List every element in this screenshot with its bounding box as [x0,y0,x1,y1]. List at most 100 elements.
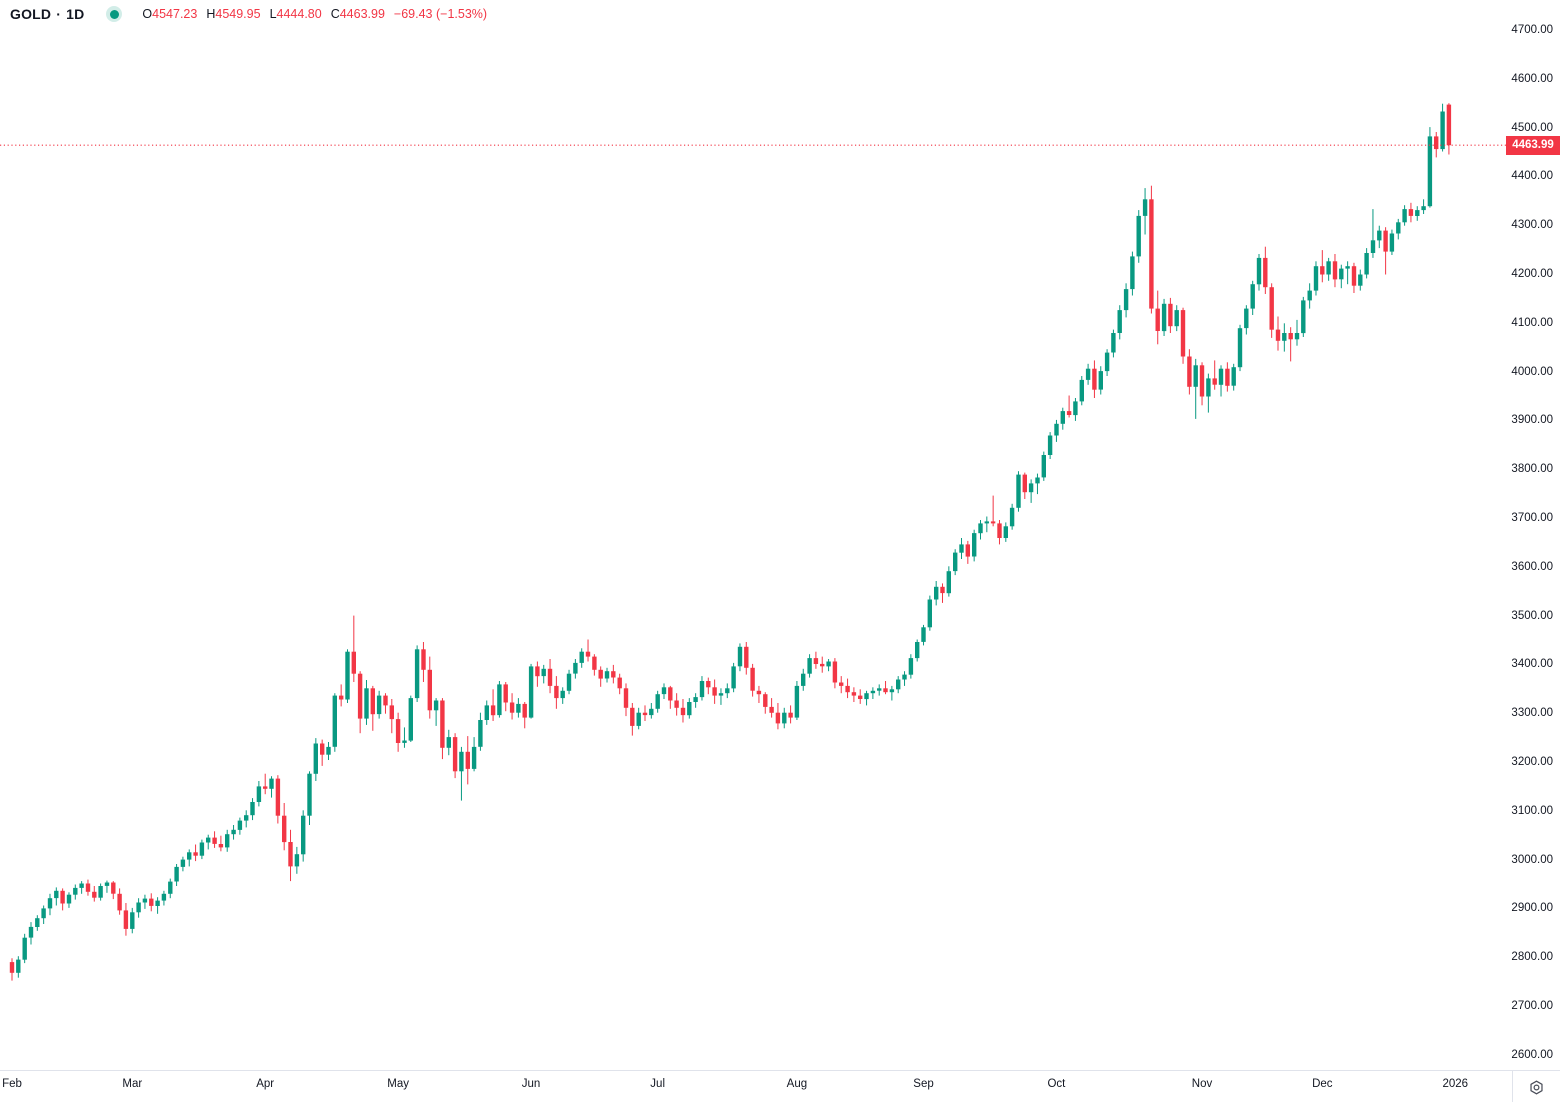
candle-body-55 [357,673,363,719]
candle-body-149 [953,552,958,572]
candle-body-141 [902,674,907,680]
candle-body-7 [54,890,59,899]
candle-body-30 [199,842,205,856]
price-axis-label-2700.00: 2700.00 [1511,1000,1553,1012]
candle-body-109 [699,681,705,698]
candle-body-186 [1187,356,1192,387]
candle-body-99 [636,712,641,726]
price-axis-label-4200.00: 4200.00 [1511,268,1553,280]
open-label: O [142,7,153,21]
candle-body-220 [1402,209,1407,223]
candle-body-60 [389,705,394,720]
low-label: L [269,7,277,21]
change-value: −69.43 (−1.53%) [393,7,488,21]
candle-body-56 [364,688,369,719]
last-price-tag: 4463.99 [1506,135,1560,155]
low-value: 4444.80 [276,7,322,21]
candle-body-33 [218,844,224,848]
candle-body-184 [1174,310,1179,327]
candle-body-31 [206,837,211,843]
candle-body-195 [1244,308,1249,329]
candle-body-173 [1104,352,1110,372]
candle-body-22 [149,898,154,906]
candle-body-18 [123,910,129,929]
candle-body-70 [452,737,458,772]
candle-body-118 [756,690,762,695]
candle-body-161 [1028,483,1034,493]
candle-body-54 [351,651,356,674]
candle-body-69 [446,737,451,748]
candle-body-89 [573,662,578,674]
candle-body-132 [845,685,850,693]
candle-body-198 [1263,257,1268,288]
candle-body-45 [294,854,300,867]
price-axis-label-3700.00: 3700.00 [1511,512,1553,524]
open-value: 4547.23 [152,7,198,21]
market-status-icon[interactable] [106,6,123,22]
candle-body-21 [142,898,148,903]
candle-body-169 [1079,379,1084,402]
price-axis-label-2800.00: 2800.00 [1511,951,1553,964]
candle-body-155 [990,521,996,524]
candle-body-133 [851,692,857,696]
time-axis-label-mar: Mar [122,1078,143,1090]
price-axis-label-3400.00: 3400.00 [1511,658,1553,671]
candle-body-51 [332,695,337,747]
time-axis-label-may: May [387,1078,409,1090]
candle-body-130 [832,661,838,683]
axis-settings-button[interactable] [1523,1075,1549,1099]
time-axis[interactable]: Feb Mar Apr May Jun Jul Aug Sep Oct Nov Dec 2026 [0,1070,1560,1102]
candle-body-14 [98,886,103,898]
candle-body-42 [275,778,281,816]
candle-body-74 [478,720,483,747]
candle-body-124 [794,685,800,718]
candle-body-65 [421,649,426,670]
candle-body-193 [1231,367,1236,386]
candle-body-6 [47,898,53,909]
price-axis-label-3500.00: 3500.00 [1511,609,1553,622]
price-axis-label-4500.00: 4500.00 [1511,121,1553,134]
candle-body-187 [1193,365,1198,387]
candle-body-139 [889,689,895,693]
price-axis-label-2900.00: 2900.00 [1511,902,1553,915]
candle-body-24 [161,893,167,901]
candle-body-0 [9,962,15,973]
time-axis-label-jul: Jul [650,1078,666,1090]
candle-body-61 [395,719,401,743]
candle-body-138 [883,688,888,693]
candle-body-26 [174,866,179,882]
candle-body-185 [1180,310,1186,357]
candle-body-160 [1022,474,1027,493]
candle-body-13 [92,891,97,898]
candle-body-77 [497,684,502,716]
candle-body-179 [1142,199,1148,216]
candle-body-177 [1130,256,1135,290]
candle-body-76 [490,705,496,716]
candle-body-204 [1301,300,1306,334]
candle-body-125 [801,673,806,686]
candle-body-39 [256,786,262,802]
symbol-name[interactable]: GOLD [10,6,52,22]
price-axis-label-4600.00: 4600.00 [1511,72,1553,85]
candle-body-100 [642,712,648,716]
candle-body-127 [813,658,819,664]
candle-body-158 [1009,507,1015,527]
candle-body-32 [212,837,217,844]
candle-body-11 [79,883,84,888]
candle-body-182 [1161,303,1167,332]
candle-body-62 [402,740,407,743]
timeframe-label[interactable]: 1D [66,6,85,22]
price-chart[interactable] [0,0,1560,1071]
candle-body-108 [693,697,698,702]
candle-body-92 [592,656,597,670]
candle-body-107 [687,702,692,716]
price-axis[interactable]: 4700.00 4600.00 4500.00 4400.00 4300.00 4200.… [1490,0,1560,1070]
candle-body-170 [1085,368,1091,380]
candle-body-79 [509,702,515,713]
candle-body-106 [680,707,686,716]
candle-body-68 [440,700,445,748]
candle-body-98 [630,707,635,726]
candle-body-112 [718,693,724,696]
candle-body-43 [282,815,287,843]
